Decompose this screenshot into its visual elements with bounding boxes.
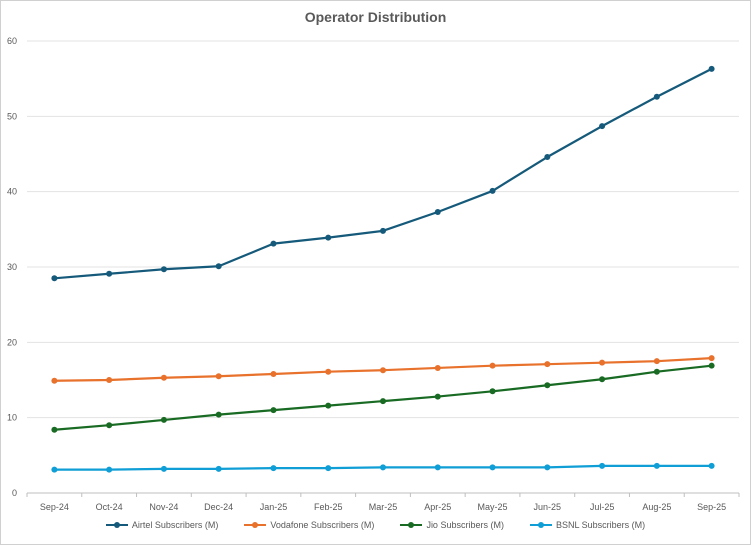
data-point [51,466,58,473]
y-tick-label: 40 [7,187,17,197]
legend-item: Airtel Subscribers (M) [105,520,219,530]
data-point [489,362,496,369]
x-tick-label: Apr-25 [424,502,451,512]
data-point [106,270,113,277]
x-tick-label: Mar-25 [369,502,398,512]
data-point [708,362,715,369]
data-point [325,368,332,375]
series-line-2 [54,364,712,431]
y-tick-label: 0 [12,488,17,498]
data-point [106,377,113,383]
data-point [599,123,606,130]
legend: Airtel Subscribers (M) Vodafone Subscribe… [0,520,751,530]
y-tick-label: 60 [7,36,17,46]
data-point [489,187,496,194]
legend-label: Jio Subscribers (M) [426,520,504,530]
data-point [106,466,113,473]
data-point [599,462,606,469]
x-tick-label: Oct-24 [96,502,123,512]
data-point [270,465,277,472]
legend-item: Vodafone Subscribers (M) [244,520,374,530]
data-point [51,275,58,282]
legend-item: Jio Subscribers (M) [400,520,504,530]
data-point [380,367,386,374]
x-tick-label: Sep-25 [697,502,726,512]
data-point [215,411,222,418]
data-point [708,355,715,362]
x-tick-label: Sep-24 [40,502,69,512]
data-point [653,93,660,100]
data-point [653,462,660,469]
legend-item: BSNL Subscribers (M) [529,520,646,530]
data-point [434,393,441,400]
series-line-0 [54,67,713,280]
legend-label: Airtel Subscribers (M) [131,520,219,530]
data-point [325,402,332,409]
x-tick-label: May-25 [478,502,508,512]
y-tick-label: 20 [7,337,17,347]
data-point [653,358,660,365]
x-tick-label: Jun-25 [534,502,562,512]
legend-marker-icon [105,522,128,528]
legend-marker-icon [244,522,267,528]
data-point [544,361,551,368]
chart-title: Operator Distribution [304,9,447,25]
data-point [653,368,660,375]
data-point [160,465,167,472]
data-point [544,382,551,389]
data-point [544,154,551,161]
data-point [160,416,167,423]
data-point [599,376,606,383]
data-point [215,373,222,380]
data-point [380,227,386,234]
data-point [599,359,606,366]
data-point [325,465,332,472]
data-point [489,388,496,395]
y-tick-label: 30 [7,262,17,272]
data-point [160,374,167,381]
x-tick-label: Aug-25 [642,502,671,512]
legend-label: BSNL Subscribers (M) [555,520,646,530]
data-point [270,407,277,414]
data-point [489,464,496,471]
data-point [160,266,167,273]
data-point [434,464,441,471]
x-tick-label: Jan-25 [260,502,288,512]
data-point [270,240,277,247]
x-tick-label: Nov-24 [149,502,178,512]
x-tick-label: Jul-25 [590,502,615,512]
data-point [434,364,441,371]
data-point [325,234,332,241]
data-point [51,377,58,384]
data-point [380,464,386,471]
x-tick-label: Feb-25 [314,502,343,512]
y-tick-label: 50 [7,111,17,121]
data-point [215,465,222,472]
data-point [544,464,551,471]
data-point [106,422,113,429]
legend-marker-icon [529,522,552,528]
data-point [708,65,715,72]
data-point [380,398,386,405]
legend-label: Vodafone Subscribers (M) [270,520,375,530]
y-tick-label: 10 [7,413,17,423]
legend-marker-icon [400,522,423,528]
data-point [270,370,277,377]
data-point [51,426,58,433]
data-point [708,462,715,469]
x-tick-label: Dec-24 [204,502,233,512]
data-point [215,263,222,270]
data-point [434,209,441,216]
